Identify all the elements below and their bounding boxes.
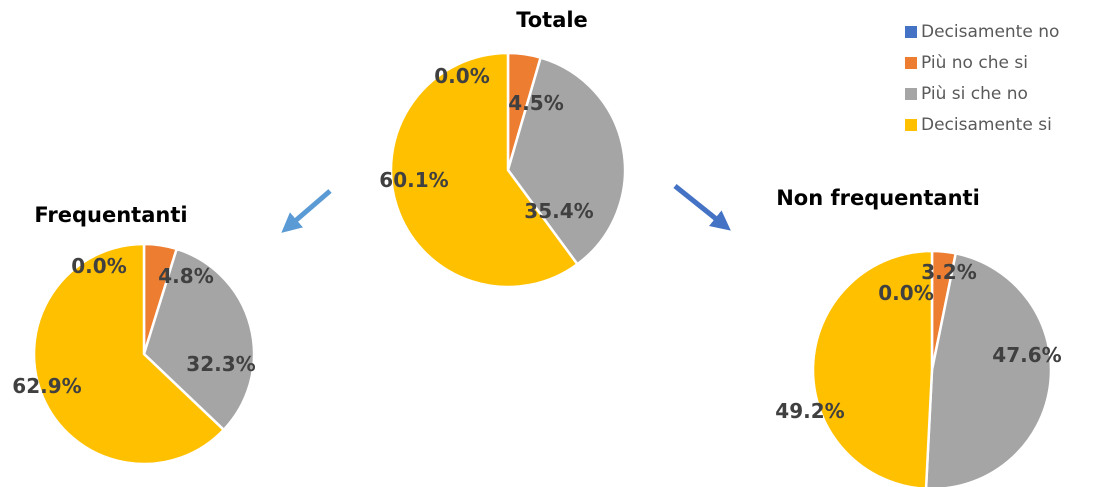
data-label-piu-no-che-si: 4.5% [508, 91, 563, 115]
data-label-decisamente-si: 62.9% [12, 374, 81, 398]
pie-slice-decisamente-si [811, 249, 934, 487]
pie-chart-totale: Totale 0.0% 4.5% 35.4% 60.1% [379, 8, 627, 289]
legend-swatch [905, 56, 917, 69]
pie-slice-piu-si-che-no [506, 56, 627, 266]
legend-item: Più no che si [905, 47, 1059, 78]
arrow-to-non-frequentanti [673, 184, 731, 231]
data-label-decisamente-no: 0.0% [878, 281, 933, 305]
legend-label: Decisamente si [921, 114, 1052, 135]
pie-slice-piu-si-che-no [142, 247, 256, 432]
data-label-piu-si-che-no: 35.4% [524, 199, 593, 223]
legend: Decisamente no Più no che si Più si che … [905, 16, 1059, 140]
legend-label: Più si che no [921, 83, 1028, 104]
pie-slice-piu-si-che-no [924, 252, 1053, 487]
arrow-to-frequentanti [281, 189, 332, 233]
data-label-decisamente-no: 0.0% [434, 64, 489, 88]
legend-swatch [905, 87, 917, 100]
pie-slice-decisamente-si [32, 242, 225, 466]
data-label-decisamente-si: 49.2% [775, 399, 844, 423]
data-label-piu-si-che-no: 47.6% [992, 343, 1061, 367]
data-label-decisamente-no: 0.0% [71, 254, 126, 278]
pie-chart-non-frequentanti: Non frequentanti 3.2% 0.0% 47.6% 49.2% [775, 186, 1062, 487]
legend-label: Più no che si [921, 52, 1028, 73]
data-label-piu-si-che-no: 32.3% [186, 352, 255, 376]
data-label-decisamente-si: 60.1% [379, 168, 448, 192]
chart-title: Totale [516, 8, 588, 32]
chart-title: Frequentanti [34, 203, 187, 227]
data-label-piu-no-che-si: 4.8% [158, 264, 213, 288]
pie-chart-frequentanti: Frequentanti 0.0% 4.8% 32.3% 62.9% [12, 203, 256, 466]
legend-swatch [905, 25, 917, 38]
data-label-piu-no-che-si: 3.2% [921, 260, 976, 284]
legend-swatch [905, 118, 917, 131]
legend-item: Decisamente no [905, 16, 1059, 47]
chart-title: Non frequentanti [776, 186, 980, 210]
pie-slice-decisamente-si [389, 51, 579, 289]
legend-item: Più si che no [905, 78, 1059, 109]
legend-label: Decisamente no [921, 21, 1060, 42]
legend-item: Decisamente si [905, 109, 1059, 140]
